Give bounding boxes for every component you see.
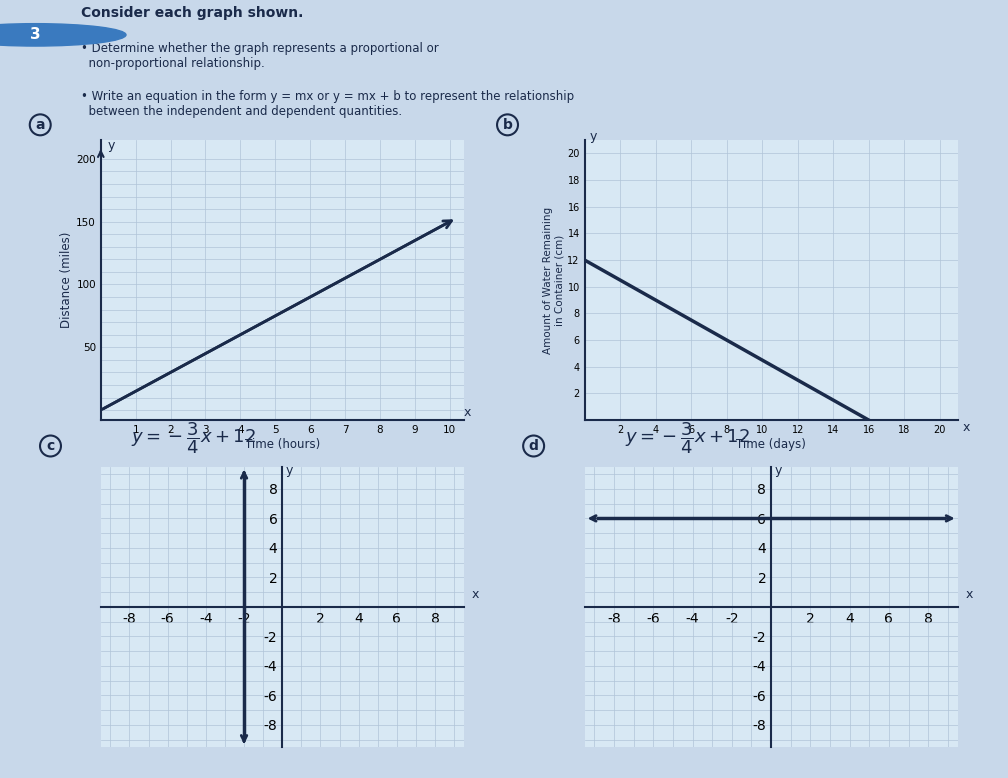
Text: y: y xyxy=(286,464,293,477)
Text: • Determine whether the graph represents a proportional or
  non-proportional re: • Determine whether the graph represents… xyxy=(81,42,438,70)
Text: $y = -\dfrac{3}{4}x + 12$: $y = -\dfrac{3}{4}x + 12$ xyxy=(625,421,750,457)
Text: Consider each graph shown.: Consider each graph shown. xyxy=(81,6,303,20)
Text: b: b xyxy=(503,117,512,131)
Text: y: y xyxy=(108,138,115,152)
Y-axis label: Amount of Water Remaining
in Container (cm): Amount of Water Remaining in Container (… xyxy=(543,206,564,354)
Y-axis label: Distance (miles): Distance (miles) xyxy=(60,232,74,328)
Text: y: y xyxy=(775,464,782,477)
Text: a: a xyxy=(35,117,45,131)
Circle shape xyxy=(0,23,126,46)
Text: 3: 3 xyxy=(30,27,40,42)
Text: x: x xyxy=(472,588,479,601)
Text: y: y xyxy=(590,130,598,143)
Text: x: x xyxy=(963,421,971,434)
Text: d: d xyxy=(528,439,538,453)
Text: c: c xyxy=(46,439,54,453)
Text: x: x xyxy=(464,406,471,419)
X-axis label: Time (hours): Time (hours) xyxy=(245,438,320,450)
Text: x: x xyxy=(966,588,973,601)
Text: $y = -\dfrac{3}{4}x + 12$: $y = -\dfrac{3}{4}x + 12$ xyxy=(131,421,256,457)
Text: • Write an equation in the form y = mx or y = mx + b to represent the relationsh: • Write an equation in the form y = mx o… xyxy=(81,89,574,117)
X-axis label: Time (days): Time (days) xyxy=(736,438,806,450)
